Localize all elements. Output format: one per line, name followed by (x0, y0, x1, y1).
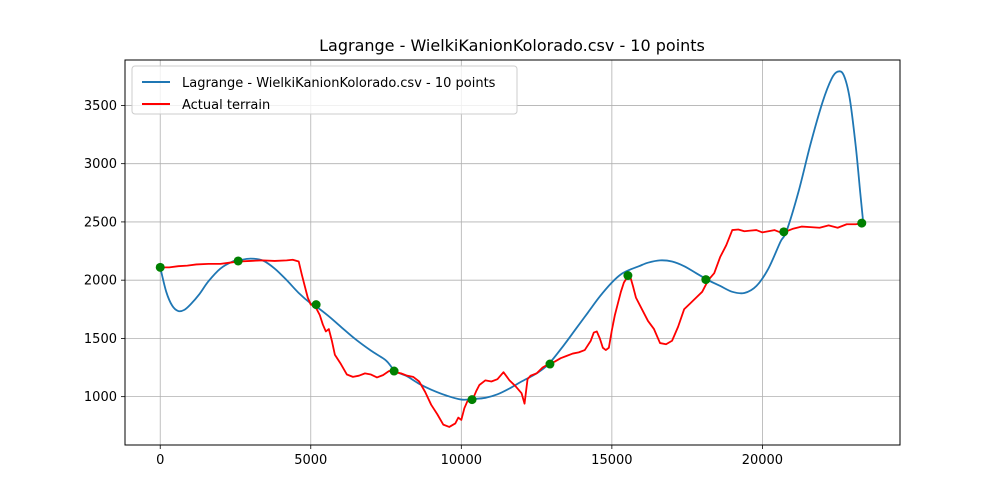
legend-box (131, 65, 518, 115)
lagrange-series-line (159, 70, 865, 401)
y-tick-label: 1500 (84, 332, 117, 347)
y-tick-label: 1000 (84, 390, 117, 405)
x-tick-label: 15000 (591, 453, 632, 468)
legend-label: Lagrange - WielkiKanionKolorado.csv - 10… (182, 76, 496, 91)
sample-point-marker (467, 395, 477, 405)
x-tick-label: 0 (156, 453, 164, 468)
y-tick-label: 3500 (84, 99, 117, 114)
legend: Lagrange - WielkiKanionKolorado.csv - 10… (131, 65, 518, 115)
sample-point-marker (857, 218, 867, 228)
y-tick-label: 2500 (84, 215, 117, 230)
y-tick-label: 3000 (84, 157, 117, 172)
y-tick-label: 2000 (84, 274, 117, 289)
plot-area (155, 70, 867, 428)
sample-point-marker (779, 227, 789, 237)
sample-point-marker (545, 359, 555, 369)
sample-point-marker (389, 366, 399, 376)
sample-point-marker (623, 271, 633, 281)
axes-frame (124, 59, 901, 446)
x-tick-label: 20000 (742, 453, 783, 468)
sample-point-marker (155, 262, 165, 272)
sample-point-marker (701, 275, 711, 285)
actual-terrain-series-line (160, 222, 864, 428)
sample-point-marker (233, 256, 243, 266)
axis-ticks: 0 5000 10000 15000 20000 1000 1500 2000 2500 3000… (84, 99, 783, 468)
x-tick-label: 10000 (441, 453, 482, 468)
legend-label: Actual terrain (182, 98, 270, 113)
sample-point-marker (311, 300, 321, 310)
x-tick-label: 5000 (294, 453, 327, 468)
chart-title: Lagrange - WielkiKanionKolorado.csv - 10… (319, 36, 705, 55)
